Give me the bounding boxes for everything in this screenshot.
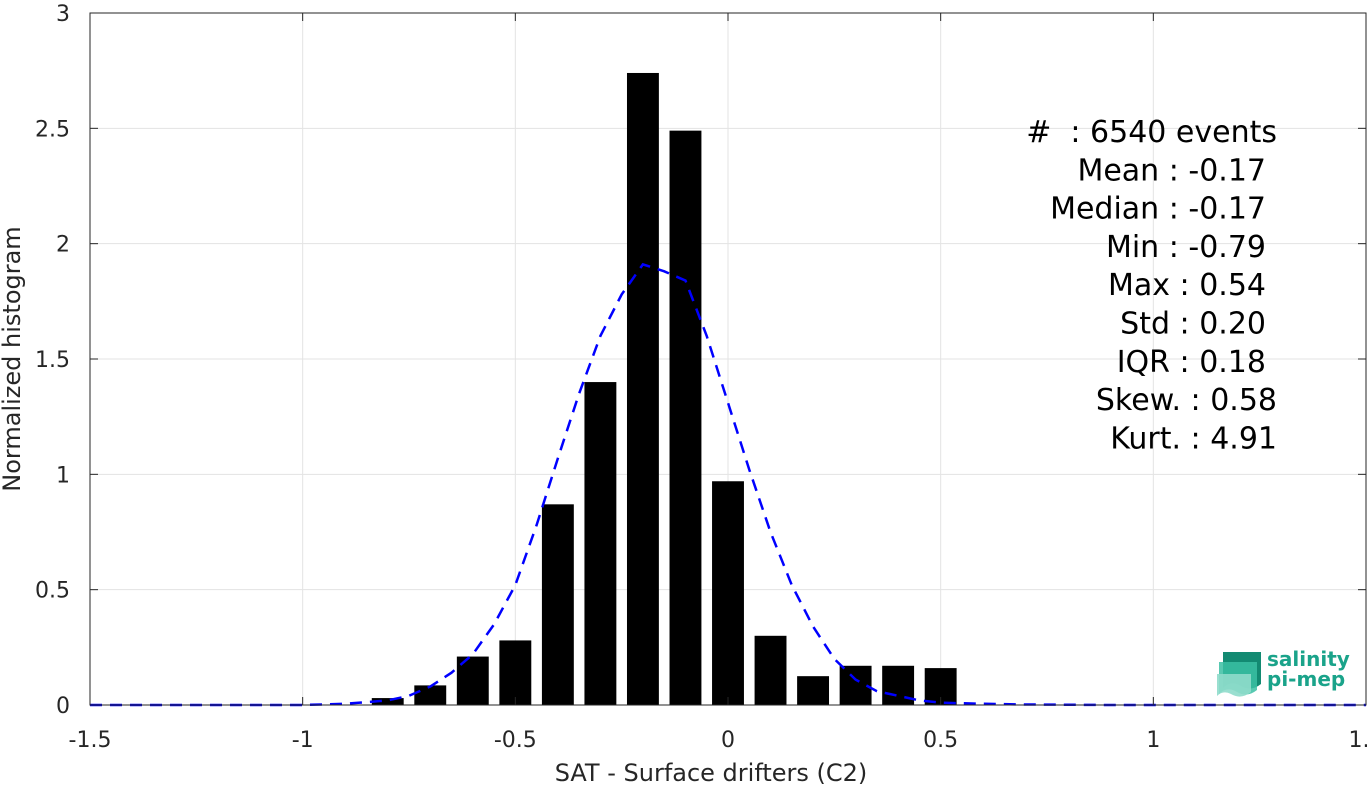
x-axis-label: SAT - Surface drifters (C2): [555, 759, 868, 785]
histogram-bar: [499, 640, 532, 705]
y-tick-label: 2: [56, 233, 70, 258]
stat-line: Kurt. : 4.91: [1110, 421, 1277, 456]
salinity-pimep-logo: salinity pi-mep: [1217, 647, 1350, 697]
stat-line: Max : 0.54: [1108, 268, 1266, 303]
x-tick-label: 1: [1146, 728, 1160, 753]
y-tick-label: 0.5: [35, 579, 70, 604]
stat-line: # : 6540 events: [1026, 115, 1277, 150]
y-axis-label: Normalized histogram: [0, 226, 26, 491]
logo-line2: pi-mep: [1267, 667, 1345, 691]
y-tick-label: 0: [56, 694, 70, 719]
y-tick-label: 1: [56, 463, 70, 488]
x-tick-label: 1.5: [1349, 728, 1367, 753]
histogram-bar: [839, 665, 872, 705]
y-tick-label: 3: [56, 2, 70, 27]
histogram-bar: [626, 72, 659, 706]
x-tick-label: -1: [292, 728, 314, 753]
waves-icon: [1217, 652, 1261, 697]
stat-line: Std : 0.20: [1120, 307, 1266, 342]
x-tick-label: -1.5: [69, 728, 112, 753]
x-tick-label: 0.5: [923, 728, 958, 753]
histogram-bar: [712, 481, 744, 705]
x-tick-label: 0: [721, 728, 735, 753]
y-axis: 0 0.5 1 1.5 2 2.5 3: [35, 2, 1366, 719]
histogram-bar: [669, 130, 702, 705]
histogram-bar: [414, 685, 447, 705]
x-axis: -1.5 -1 -0.5 0 0.5 1 1.5: [69, 13, 1367, 753]
histogram-bar: [541, 504, 574, 705]
bars: [371, 72, 957, 706]
stat-line: Median : -0.17: [1050, 192, 1266, 227]
logo-line1: salinity: [1267, 647, 1350, 671]
histogram-bar: [584, 382, 617, 705]
y-tick-label: 2.5: [35, 117, 70, 142]
fit-curve: [90, 262, 1366, 707]
stat-line: Skew. : 0.58: [1096, 383, 1277, 418]
stat-line: Min : -0.79: [1106, 230, 1266, 265]
histogram-bar: [797, 676, 830, 705]
histogram-bar: [754, 635, 787, 705]
x-tick-label: -0.5: [494, 728, 537, 753]
stat-line: IQR : 0.18: [1117, 345, 1266, 380]
histogram-bar: [371, 698, 404, 705]
stat-line: Mean : -0.17: [1077, 153, 1266, 188]
y-tick-label: 1.5: [35, 348, 70, 373]
